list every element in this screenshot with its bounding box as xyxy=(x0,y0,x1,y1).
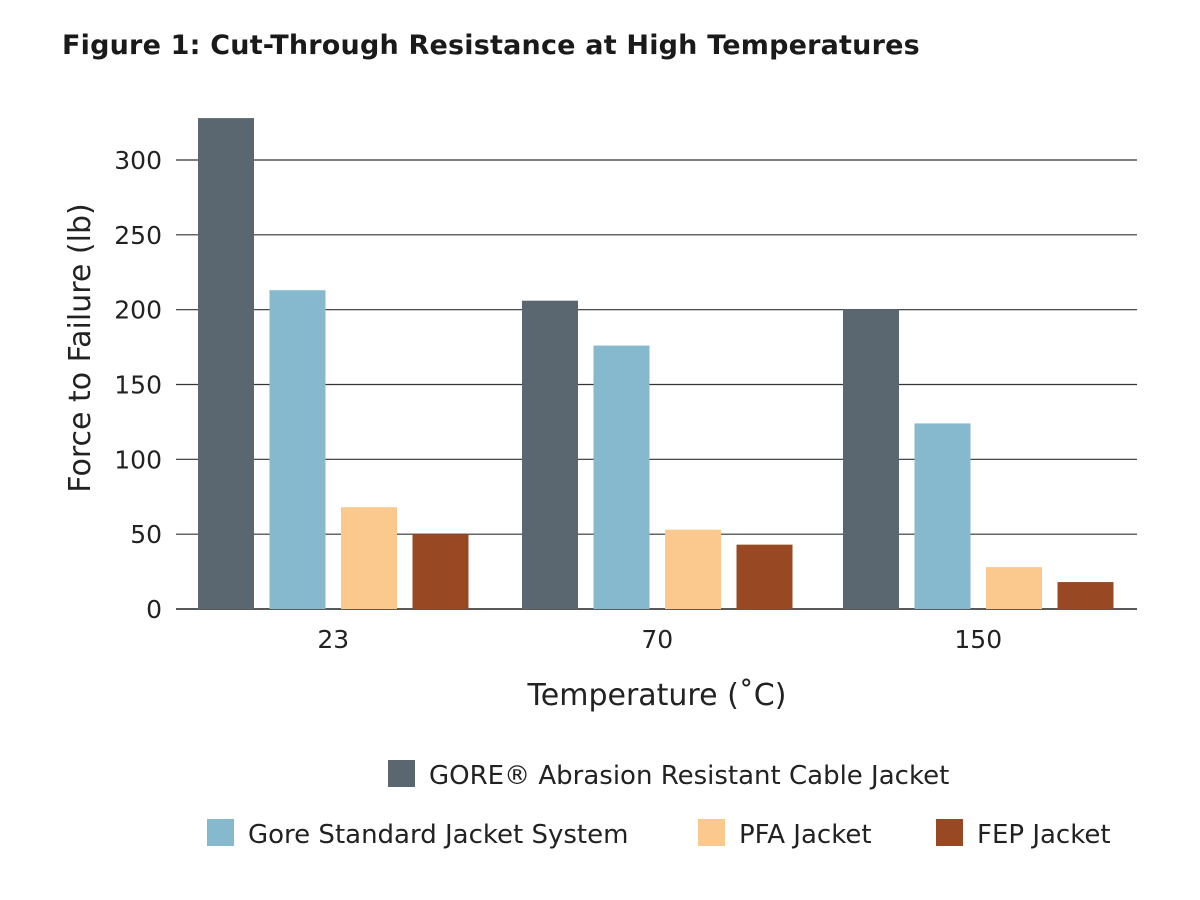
bar xyxy=(412,534,469,609)
y-tick-label: 0 xyxy=(146,595,162,624)
bar xyxy=(269,290,326,609)
bar xyxy=(914,423,971,609)
bar xyxy=(736,544,793,609)
legend-swatch xyxy=(698,819,725,846)
y-tick-label: 150 xyxy=(114,371,162,400)
chart-title: Figure 1: Cut-Through Resistance at High… xyxy=(62,30,920,61)
bar xyxy=(198,118,254,610)
legend-label: GORE® Abrasion Resistant Cable Jacket xyxy=(429,761,949,791)
bars xyxy=(198,118,1114,610)
legend-swatch xyxy=(388,760,415,787)
bar xyxy=(1057,582,1114,609)
y-axis-ticks: 0 50 100 150 200 250 300 xyxy=(114,146,162,624)
legend-label: FEP Jacket xyxy=(977,820,1111,850)
legend-label: Gore Standard Jacket System xyxy=(248,820,628,850)
bar xyxy=(665,529,721,609)
x-tick-label: 70 xyxy=(641,625,673,654)
gridlines xyxy=(176,159,1137,610)
y-tick-label: 300 xyxy=(114,146,162,175)
y-tick-label: 50 xyxy=(130,520,162,549)
y-axis-label: Force to Failure (lb) xyxy=(63,203,98,492)
x-axis-ticks: 23 70 150 xyxy=(317,625,1002,654)
y-tick-label: 250 xyxy=(114,221,162,250)
legend-swatch xyxy=(936,819,963,846)
bar xyxy=(522,300,578,609)
bar xyxy=(986,567,1042,609)
x-tick-label: 150 xyxy=(954,625,1002,654)
x-axis-label: Temperature (˚C) xyxy=(527,678,787,713)
y-tick-label: 100 xyxy=(114,445,162,474)
x-tick-label: 23 xyxy=(317,625,349,654)
legend: GORE® Abrasion Resistant Cable Jacket Gor… xyxy=(207,760,1111,850)
bar xyxy=(593,345,650,609)
legend-swatch xyxy=(207,819,234,846)
bar xyxy=(341,507,397,609)
bar xyxy=(843,309,899,609)
y-tick-label: 200 xyxy=(114,296,162,325)
legend-label: PFA Jacket xyxy=(739,820,872,850)
